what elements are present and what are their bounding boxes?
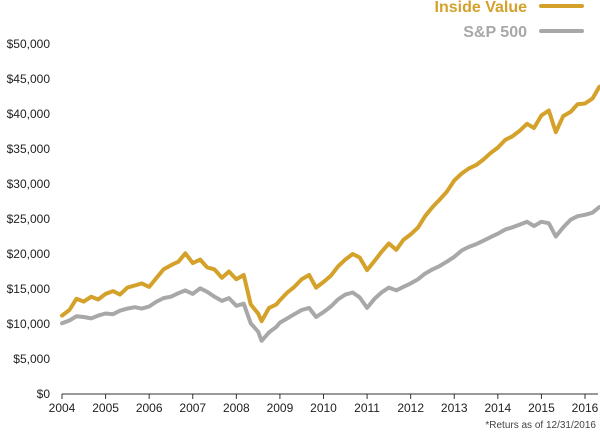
- x-tick-label: 2015: [528, 401, 555, 415]
- y-tick-label: $50,000: [7, 37, 51, 51]
- y-tick-label: $35,000: [7, 142, 51, 156]
- x-tick-label: 2013: [441, 401, 468, 415]
- y-tick-label: $15,000: [7, 282, 51, 296]
- x-axis-ticks: 2004 2005 2006 2007 2008 2009 2010 2011 2012 2013…: [49, 394, 599, 415]
- series-line-s-p-500: [60, 205, 600, 343]
- y-tick-label: $20,000: [7, 247, 51, 261]
- x-tick-label: 2008: [223, 401, 250, 415]
- x-tick-label: 2014: [484, 401, 511, 415]
- y-tick-label: $0: [37, 387, 51, 401]
- x-tick-label: 2006: [136, 401, 163, 415]
- x-tick-label: 2007: [179, 401, 206, 415]
- x-tick-label: 2009: [267, 401, 294, 415]
- legend-label-inside-value: Inside Value: [435, 0, 528, 16]
- x-tick-label: 2005: [92, 401, 119, 415]
- x-tick-label: 2016: [572, 401, 599, 415]
- y-axis-ticks: $0 $5,000 $10,000 $15,000 $20,000 $25,000 $30,…: [7, 37, 51, 401]
- y-tick-label: $30,000: [7, 177, 51, 191]
- y-tick-label: $25,000: [7, 212, 51, 226]
- x-tick-label: 2012: [397, 401, 424, 415]
- series-lines: [60, 84, 600, 343]
- series-line-inside-value: [60, 84, 600, 324]
- x-tick-label: 2004: [49, 401, 76, 415]
- x-tick-label: 2011: [354, 401, 380, 415]
- y-tick-label: $10,000: [7, 317, 51, 331]
- x-tick-label: 2010: [310, 401, 337, 415]
- y-tick-label: $5,000: [13, 352, 50, 366]
- footnote: *Returs as of 12/31/2016: [485, 420, 596, 431]
- legend-label-s-p-500: S&P 500: [463, 24, 527, 41]
- legend: Inside Value S&P 500: [435, 0, 584, 41]
- y-tick-label: $45,000: [7, 72, 51, 86]
- y-tick-label: $40,000: [7, 107, 51, 121]
